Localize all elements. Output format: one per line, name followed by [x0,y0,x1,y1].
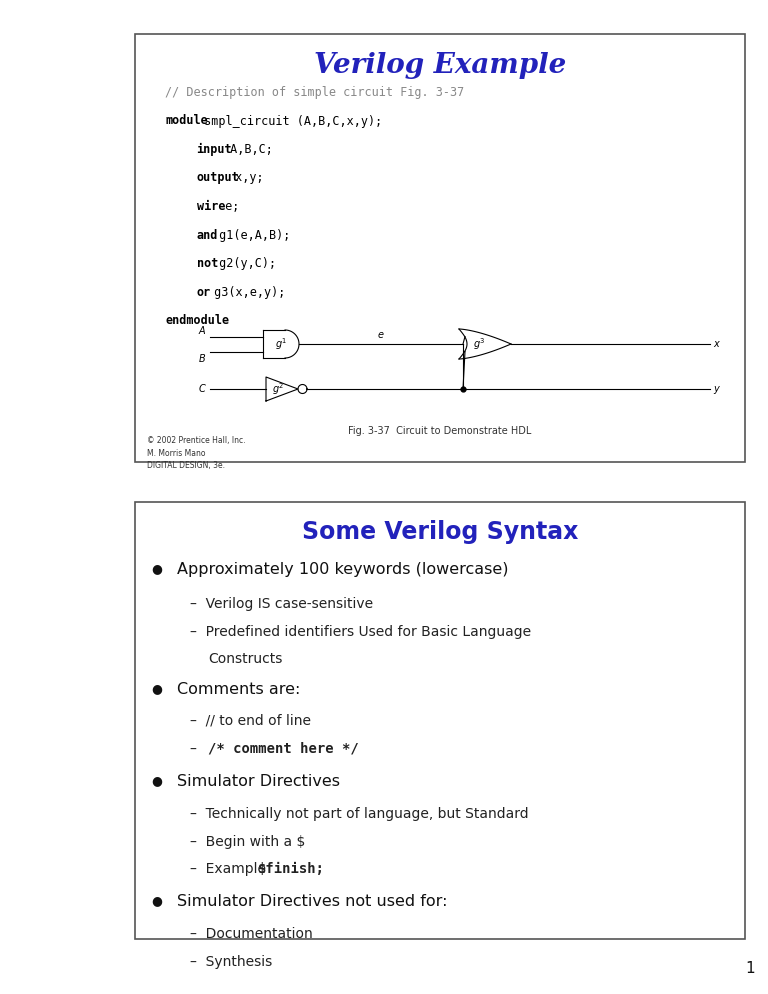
Text: $g^3$: $g^3$ [473,336,485,352]
Text: ●: ● [151,682,163,695]
Text: wire: wire [197,200,225,213]
Text: endmodule: endmodule [165,314,229,327]
Text: –  Example: – Example [190,862,270,876]
Text: –  // to end of line: – // to end of line [190,714,311,728]
Text: Fig. 3-37  Circuit to Demonstrate HDL: Fig. 3-37 Circuit to Demonstrate HDL [349,426,531,436]
Text: 1: 1 [746,961,755,976]
Text: smpl_circuit (A,B,C,x,y);: smpl_circuit (A,B,C,x,y); [197,114,382,127]
Text: x: x [713,339,719,349]
Text: Some Verilog Syntax: Some Verilog Syntax [302,520,578,544]
Text: g1(e,A,B);: g1(e,A,B); [213,229,291,242]
Text: Constructs: Constructs [208,652,283,666]
Text: module: module [165,114,208,127]
Text: g2(y,C);: g2(y,C); [213,257,276,270]
Text: –: – [190,742,206,756]
Text: $finish;: $finish; [258,862,325,876]
Text: $g^1$: $g^1$ [275,336,287,352]
Text: e: e [378,330,384,340]
Text: A: A [198,325,205,336]
Text: and: and [197,229,218,242]
Text: y: y [713,384,719,394]
Text: –  Verilog IS case-sensitive: – Verilog IS case-sensitive [190,597,373,611]
Text: A,B,C;: A,B,C; [223,143,273,156]
Text: –  Predefined identifiers Used for Basic Language: – Predefined identifiers Used for Basic … [190,625,531,639]
Text: x,y;: x,y; [228,172,264,185]
Text: B: B [198,354,205,364]
Text: e;: e; [217,200,239,213]
Text: Verilog Example: Verilog Example [314,52,566,79]
Text: input: input [197,143,232,156]
Text: –  Documentation: – Documentation [190,927,313,941]
Bar [135,502,745,939]
Text: ●: ● [151,562,163,575]
Text: –  Synthesis: – Synthesis [190,955,272,969]
Text: Approximately 100 keywords (lowercase): Approximately 100 keywords (lowercase) [177,562,508,577]
Text: © 2002 Prentice Hall, Inc.
M. Morris Mano
DIGITAL DESIGN, 3e.: © 2002 Prentice Hall, Inc. M. Morris Man… [147,436,246,470]
Text: $g^2$: $g^2$ [272,381,284,397]
Text: Comments are:: Comments are: [177,682,300,697]
Text: ●: ● [151,774,163,787]
Text: Simulator Directives not used for:: Simulator Directives not used for: [177,894,448,909]
Text: /* comment here */: /* comment here */ [208,742,359,756]
Text: ●: ● [151,894,163,907]
Text: C: C [198,384,205,394]
Text: g3(x,e,y);: g3(x,e,y); [207,285,286,298]
Text: // Description of simple circuit Fig. 3-37: // Description of simple circuit Fig. 3-… [165,86,464,99]
Text: output: output [197,172,240,185]
Text: –  Begin with a $: – Begin with a $ [190,835,306,849]
Text: or: or [197,285,211,298]
Text: –  Technically not part of language, but Standard: – Technically not part of language, but … [190,807,528,821]
Bar [135,34,745,462]
Text: Simulator Directives: Simulator Directives [177,774,340,789]
Text: not: not [197,257,218,270]
